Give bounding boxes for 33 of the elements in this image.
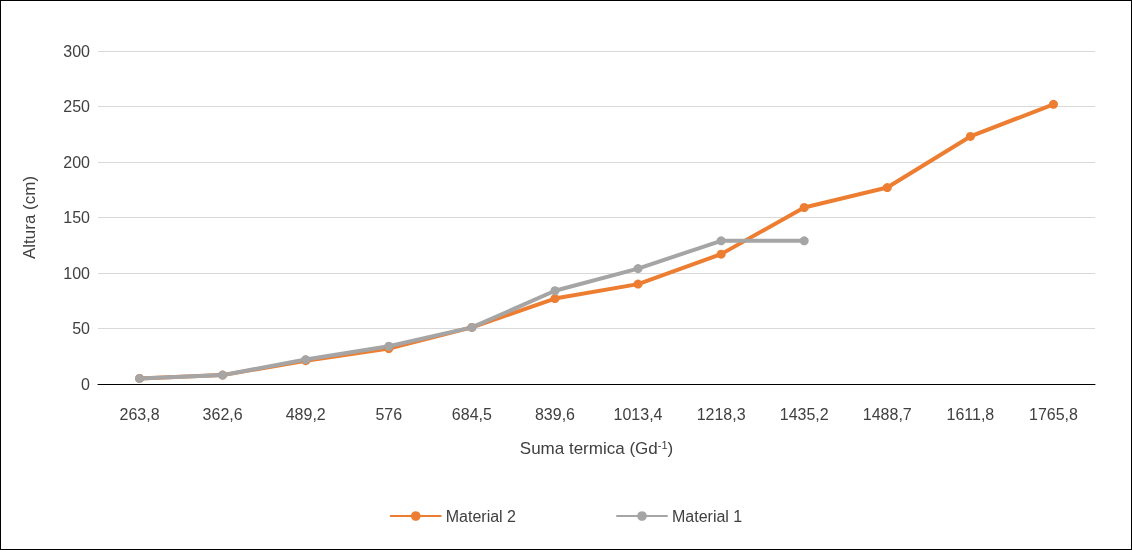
legend-label: Material 1 [672, 507, 743, 525]
legend-label: Material 2 [445, 507, 517, 525]
point [550, 294, 560, 304]
x-tick-label: 1765,8 [1028, 405, 1079, 423]
y-tick-label: 200 [63, 153, 91, 171]
point [799, 203, 809, 213]
x-tick-label: 1218,3 [696, 405, 746, 423]
x-tick-label: 1488,7 [862, 405, 912, 423]
x-tick-label: 839,6 [534, 405, 576, 423]
x-tick-label: 362,6 [202, 405, 243, 423]
x-tick-label: 1435,2 [779, 405, 829, 423]
x-tick-label: 1013,4 [613, 405, 663, 423]
y-tick-label: 150 [63, 209, 91, 226]
y-tick-label: 300 [63, 42, 91, 60]
point [716, 249, 726, 259]
point [1048, 99, 1058, 109]
x-tick-label: 489,2 [285, 405, 326, 423]
y-tick-label: 50 [72, 320, 91, 337]
x-tick-label: 263,8 [119, 405, 160, 423]
point [633, 279, 643, 289]
point [799, 236, 809, 246]
x-tick-label: 576 [375, 405, 403, 423]
y-tick-label: 250 [63, 98, 91, 115]
point [633, 264, 643, 274]
y-tick-label: 0 [81, 375, 91, 393]
x-tick-label: 1611,8 [946, 405, 995, 423]
point [882, 183, 892, 193]
x-tick-label: 684,5 [451, 405, 492, 423]
y-tick-label: 100 [63, 264, 91, 282]
point [550, 286, 560, 296]
point [965, 131, 975, 141]
point [716, 236, 726, 246]
y-axis-title: Altura (cm) [20, 175, 39, 260]
